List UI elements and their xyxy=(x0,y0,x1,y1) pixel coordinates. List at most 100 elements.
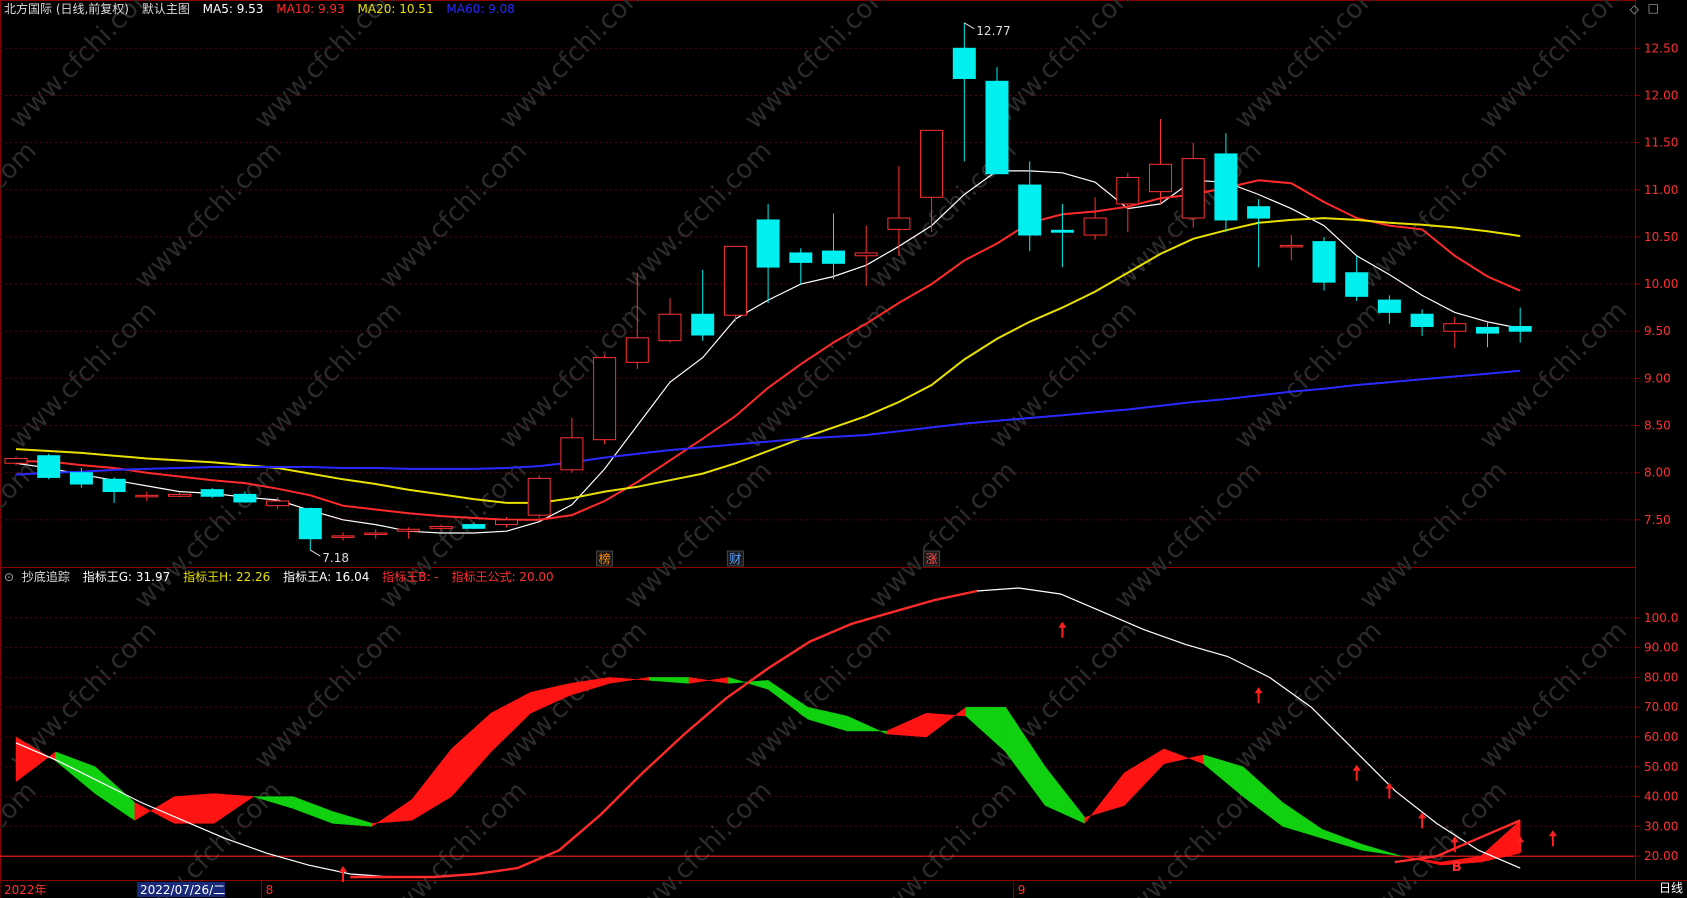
buy-arrow-head xyxy=(1516,836,1525,843)
watermark-text: www.cfchi.com xyxy=(129,136,288,295)
band-segment-down xyxy=(332,811,373,827)
date-cursor-label: 2022/07/26/二 xyxy=(140,883,225,897)
watermark-text: www.cfchi.com xyxy=(249,296,408,455)
stock-title: 北方国际 (日线,前复权) xyxy=(4,2,129,16)
band-segment-up xyxy=(688,677,729,684)
main-y-tick-label: 12.50 xyxy=(1644,41,1678,55)
buy-arrow-head xyxy=(1254,687,1263,694)
candle-body-down xyxy=(1410,313,1434,328)
band-segment-up xyxy=(926,706,967,738)
event-marker-text: 涨 xyxy=(926,551,938,566)
candle-body-down xyxy=(985,80,1009,175)
b-signal-marker: B xyxy=(1452,860,1462,875)
candle-body-up xyxy=(331,535,355,538)
candle-body-down xyxy=(822,250,845,264)
band-segment-up xyxy=(213,793,255,824)
buy-arrow-head xyxy=(1385,782,1394,789)
chart-frame xyxy=(0,0,1636,881)
time-axis-label: 2022年 xyxy=(4,883,47,897)
band-segment-down xyxy=(94,766,136,821)
watermark-text: www.cfchi.com xyxy=(249,616,408,775)
candle-body-up xyxy=(625,337,649,363)
band-segment-down xyxy=(649,677,690,684)
date-cursor-box xyxy=(137,882,225,897)
band-segment-up xyxy=(1124,748,1165,807)
low-price-label: 7.18 xyxy=(322,551,349,565)
watermark-text: www.cfchi.com xyxy=(0,776,43,898)
period-label[interactable]: 日线 xyxy=(1658,881,1683,895)
indicator-line-h xyxy=(1394,819,1521,864)
candle-body-up xyxy=(495,519,518,526)
watermark-text: www.cfchi.com xyxy=(374,456,533,615)
candle-body-up xyxy=(1116,176,1140,205)
indicator-name[interactable]: 默认主图 xyxy=(141,2,190,16)
sub-panel-header: ⊙ 抄底追踪 指标王G: 31.97 指标王H: 22.26 指标王A: 16.… xyxy=(4,568,563,586)
band-segment-up xyxy=(372,799,413,827)
buy-arrow-head xyxy=(1058,621,1067,628)
watermark-text: www.cfchi.com xyxy=(1354,136,1513,295)
watermark-text: www.cfchi.com xyxy=(1229,0,1388,135)
candle-body-down xyxy=(1018,184,1042,236)
watermark-text: www.cfchi.com xyxy=(0,136,43,295)
event-marker-box xyxy=(596,550,614,567)
low-label-pointer xyxy=(310,549,321,557)
collapse-icon[interactable]: ⊙ xyxy=(4,570,15,584)
candle-body-down xyxy=(756,219,780,268)
watermark-text: www.cfchi.com xyxy=(494,616,653,775)
candle-body-down xyxy=(200,489,224,497)
watermark-text: www.cfchi.com xyxy=(984,296,1143,455)
sub-y-tick-label: 90.00 xyxy=(1644,641,1678,655)
sub-y-tick-label: 100.0 xyxy=(1644,611,1678,625)
candle-body-down xyxy=(1508,326,1532,332)
main-y-tick-label: 12.00 xyxy=(1644,88,1678,102)
candle-body-down xyxy=(233,493,257,503)
candle-body-up xyxy=(429,525,453,529)
candle-body-down xyxy=(1247,206,1271,219)
watermark-text: www.cfchi.com xyxy=(1229,296,1388,455)
event-marker-box xyxy=(726,550,744,567)
watermark-text: www.cfchi.com xyxy=(4,296,163,455)
candle-body-up xyxy=(527,477,551,516)
watermark-text: www.cfchi.com xyxy=(494,296,653,455)
watermark-text: www.cfchi.com xyxy=(374,136,533,295)
candle-body-up xyxy=(396,528,420,532)
a-legend: 指标王A: 16.04 xyxy=(283,570,370,584)
candle-body-down xyxy=(1345,272,1369,297)
candle-body-down xyxy=(952,47,976,79)
buy-arrow-head xyxy=(1352,764,1361,771)
diamond-icon[interactable]: ◇ xyxy=(1629,2,1639,16)
band-segment-down xyxy=(292,796,333,824)
expand-icon[interactable]: □ xyxy=(1647,1,1659,15)
buy-arrow-head xyxy=(1450,836,1459,843)
candle-body-up xyxy=(1083,217,1107,236)
watermark-text: www.cfchi.com xyxy=(1474,0,1633,135)
ma20-legend: MA20: 10.51 xyxy=(357,2,434,16)
main-y-tick-label: 10.00 xyxy=(1644,277,1678,291)
candle-body-up xyxy=(1279,244,1303,248)
candle-body-down xyxy=(691,313,715,336)
watermark-text: www.cfchi.com xyxy=(619,136,778,295)
candle-body-up xyxy=(920,129,944,198)
candle-body-down xyxy=(1312,241,1336,283)
time-axis-label: 9 xyxy=(1018,883,1026,897)
watermark-text: www.cfchi.com xyxy=(1474,296,1633,455)
buy-arrow-head xyxy=(339,866,347,873)
time-axis-label: 8 xyxy=(266,883,274,897)
candle-body-up xyxy=(1443,323,1467,332)
main-y-tick-label: 7.50 xyxy=(1644,513,1671,527)
main-y-tick-label: 9.50 xyxy=(1644,324,1671,338)
candle-body-up xyxy=(723,245,747,316)
band-segment-down xyxy=(55,751,96,795)
candle-body-up xyxy=(4,458,28,464)
sub-indicator-title[interactable]: 抄底追踪 xyxy=(21,570,70,584)
candle-body-down xyxy=(1214,153,1238,221)
candle-body-up xyxy=(135,494,159,498)
band-segment-up xyxy=(609,677,650,684)
event-marker-box xyxy=(923,550,941,567)
sub-y-tick-label: 40.00 xyxy=(1644,790,1678,804)
candle-body-up xyxy=(1149,163,1172,193)
band-segment-down xyxy=(1044,766,1086,824)
watermark-text: www.cfchi.com xyxy=(1229,616,1388,775)
watermark-text: www.cfchi.com xyxy=(739,0,898,135)
